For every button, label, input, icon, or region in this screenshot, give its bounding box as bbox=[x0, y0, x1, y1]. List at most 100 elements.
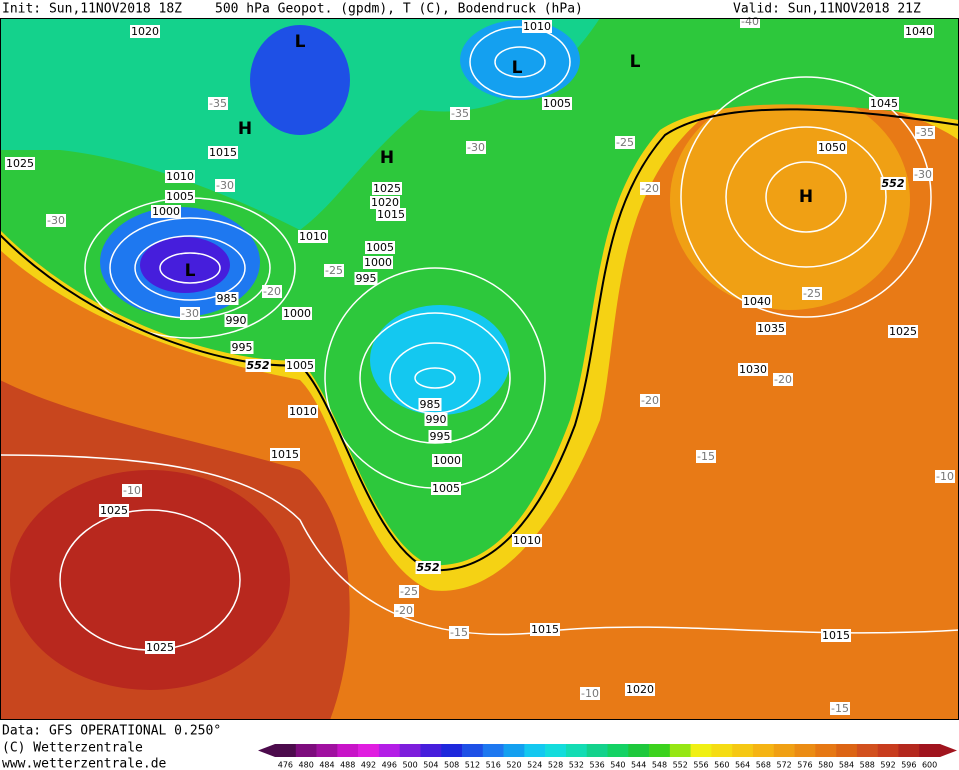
temperature-label: -35 bbox=[451, 107, 469, 120]
pressure-label: 995 bbox=[356, 272, 377, 285]
pressure-center: L bbox=[295, 32, 306, 52]
temperature-label: -20 bbox=[641, 394, 659, 407]
colorbar-swatch bbox=[503, 744, 525, 757]
colorbar-swatch bbox=[690, 744, 712, 757]
colorbar-swatch bbox=[565, 744, 588, 757]
temperature-label: -25 bbox=[803, 287, 821, 300]
pressure-label-box bbox=[365, 241, 395, 254]
pressure-label: 1015 bbox=[377, 208, 405, 221]
pressure-label-box bbox=[130, 25, 160, 38]
temperature-label-box bbox=[802, 287, 822, 300]
copyright: (C) Wetterzentrale bbox=[2, 741, 143, 756]
pressure-label-box bbox=[821, 629, 851, 642]
pressure-label: 1005 bbox=[366, 241, 394, 254]
pressure-label-box bbox=[432, 454, 462, 467]
colorbar-label: 504 bbox=[423, 761, 438, 770]
pressure-label: 990 bbox=[426, 413, 447, 426]
colorbar-swatch bbox=[545, 744, 567, 757]
colorbar-swatch bbox=[275, 744, 297, 757]
colorbar-label: 484 bbox=[319, 761, 334, 770]
pressure-label: 1045 bbox=[870, 97, 898, 110]
contour-label-box bbox=[245, 359, 271, 372]
contour-label: 552 bbox=[247, 359, 270, 372]
pressure-label-box bbox=[428, 430, 452, 443]
init-time: Init: Sun,11NOV2018 18Z bbox=[2, 2, 182, 17]
low-region bbox=[370, 305, 510, 415]
pressure-label: 1020 bbox=[626, 683, 654, 696]
temperature-label: -20 bbox=[774, 373, 792, 386]
temperature-label: -20 bbox=[263, 285, 281, 298]
colorbar-swatch bbox=[711, 744, 733, 757]
temperature-label-box bbox=[830, 702, 850, 715]
colorbar-label: 500 bbox=[402, 761, 417, 770]
temperature-label-box bbox=[449, 626, 469, 639]
temperature-label-box bbox=[580, 687, 600, 700]
temperature-label: -35 bbox=[209, 97, 227, 110]
warm-core bbox=[10, 470, 290, 690]
pressure-label-box bbox=[208, 146, 238, 159]
pressure-label: 1020 bbox=[371, 196, 399, 209]
temperature-label-box bbox=[450, 107, 470, 120]
temperature-label-box bbox=[324, 264, 344, 277]
colorbar-swatch bbox=[898, 744, 920, 757]
pressure-center: H bbox=[380, 148, 394, 168]
pressure-label: 1030 bbox=[739, 363, 767, 376]
temperature-label: -15 bbox=[450, 626, 468, 639]
map-title: 500 hPa Geopot. (gpdm), T (C), Bodendruc… bbox=[215, 2, 583, 17]
pressure-label: 1025 bbox=[146, 641, 174, 654]
colorbar-swatch bbox=[815, 744, 837, 757]
pressure-label-box bbox=[354, 272, 378, 285]
colorbar-arrow bbox=[940, 744, 957, 757]
colorbar-label: 524 bbox=[527, 761, 542, 770]
temperature-label-box bbox=[935, 470, 955, 483]
colorbar-label: 588 bbox=[860, 761, 875, 770]
temperature-label-box bbox=[394, 604, 414, 617]
pressure-label-box bbox=[817, 141, 847, 154]
colorbar-swatch bbox=[794, 744, 816, 757]
temperature-label-box bbox=[696, 450, 716, 463]
colorbar-label: 496 bbox=[382, 761, 397, 770]
pressure-label: 985 bbox=[420, 398, 441, 411]
colorbar-swatch bbox=[399, 744, 421, 757]
temperature-label: -30 bbox=[216, 179, 234, 192]
pressure-label: 1035 bbox=[757, 322, 785, 335]
pressure-center: H bbox=[799, 187, 813, 207]
pressure-label-box bbox=[215, 292, 239, 305]
colorbar-label: 548 bbox=[652, 761, 667, 770]
map-labels: 1020 1010 1040 1005 1045 1015 1050 1025 1010 1005… bbox=[5, 15, 955, 715]
pressure-label-box bbox=[418, 398, 442, 411]
pressure-label: 1005 bbox=[286, 359, 314, 372]
pressure-label-box bbox=[288, 405, 318, 418]
map: 1020 1010 1040 1005 1045 1015 1050 1025 1010 1005… bbox=[0, 15, 959, 720]
pressure-label: 1000 bbox=[152, 205, 180, 218]
colorbar-swatch bbox=[836, 744, 858, 757]
pressure-label: 1025 bbox=[6, 157, 34, 170]
colorbar-label: 540 bbox=[610, 761, 625, 770]
colorbar-label: 528 bbox=[548, 761, 563, 770]
pressure-label-box bbox=[282, 307, 312, 320]
pressure-label: 1015 bbox=[271, 448, 299, 461]
colorbar-swatch bbox=[462, 744, 484, 757]
low-region bbox=[250, 25, 350, 135]
pressure-label: 1000 bbox=[283, 307, 311, 320]
temperature-label-box bbox=[262, 285, 282, 298]
pressure-center: L bbox=[185, 261, 196, 281]
colorbar-swatch bbox=[773, 744, 795, 757]
temperature-label-box bbox=[640, 394, 660, 407]
pressure-center: L bbox=[630, 52, 641, 72]
temperature-label: -10 bbox=[123, 484, 141, 497]
low-region bbox=[460, 20, 580, 100]
pressure-label-box bbox=[372, 182, 402, 195]
pressure-label-box bbox=[151, 205, 181, 218]
temperature-label: -10 bbox=[581, 687, 599, 700]
colorbar-label: 576 bbox=[797, 761, 812, 770]
temperature-label: -15 bbox=[697, 450, 715, 463]
pressure-label: 995 bbox=[430, 430, 451, 443]
temperature-label: -25 bbox=[400, 585, 418, 598]
pressure-label: 990 bbox=[226, 314, 247, 327]
pressure-label-box bbox=[376, 208, 406, 221]
temperature-label: -40 bbox=[741, 15, 759, 28]
pressure-label: 1005 bbox=[432, 482, 460, 495]
colorbar-label: 536 bbox=[589, 761, 604, 770]
